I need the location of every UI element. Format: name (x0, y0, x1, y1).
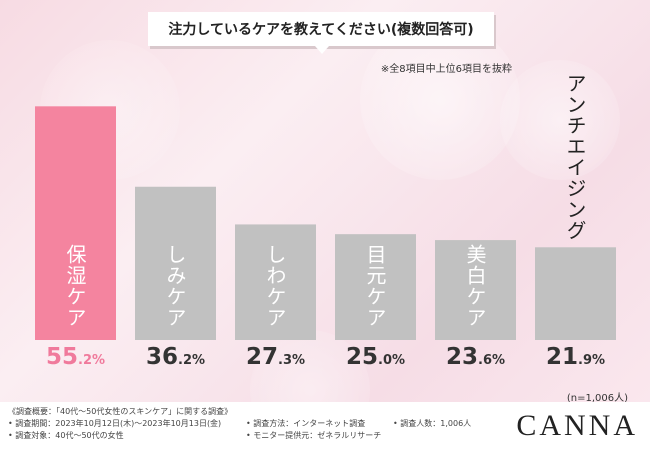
excerpt-note: ※全8項目中上位6項目を抜粋 (380, 64, 512, 75)
value-label-decimal: .0% (378, 353, 406, 368)
value-label: 25.0% (346, 344, 405, 370)
survey-method: • 調査方法：インターネット調査 (246, 419, 366, 428)
survey-people: • 調査人数：1,006人 (393, 419, 472, 428)
value-label: 23.6% (446, 344, 505, 370)
bar-6 (535, 247, 616, 340)
monitor-provider: • モニター提供元：ゼネラルリサーチ (246, 431, 382, 440)
brand-logo: CANNA (516, 409, 638, 442)
value-label: 21.9% (546, 344, 605, 370)
footer: 《調査概要：「40代〜50代女性のスキンケア」に関する調査》 • 調査期間：20… (0, 402, 650, 450)
category-label: しわケア (263, 244, 287, 328)
category-label: 目元ケア (363, 244, 387, 328)
bar-1 (35, 106, 116, 340)
category-label: アンチエイジング (563, 73, 587, 242)
category-label: 保湿ケア (63, 244, 87, 328)
bar-3 (235, 224, 316, 340)
category-label: しみケア (163, 244, 187, 328)
bar-5 (435, 240, 516, 340)
value-label-decimal: .6% (478, 353, 506, 368)
value-label-integer: 27 (245, 344, 278, 370)
value-label-integer: 21 (545, 344, 578, 370)
bar-4 (335, 234, 416, 340)
bar-2 (135, 186, 216, 340)
value-label-integer: 25 (345, 344, 378, 370)
survey-period: • 調査期間：2023年10月12日(木)〜2023年10月13日(金) (8, 419, 222, 428)
value-label-integer: 23 (445, 344, 478, 370)
survey-title: 《調査概要：「40代〜50代女性のスキンケア」に関する調査》 (8, 407, 233, 416)
survey-target: • 調査対象：40代〜50代の女性 (8, 431, 124, 440)
value-label-decimal: .2% (78, 353, 106, 368)
sample-size-note: (n=1,006人) (566, 393, 628, 404)
value-label-integer: 55 (45, 344, 78, 370)
value-label-integer: 36 (145, 344, 178, 370)
title-pointer (315, 46, 329, 54)
value-label: 55.2% (46, 344, 105, 370)
chart-title: 注力しているケアを教えてください(複数回答可) (148, 12, 494, 46)
value-label-decimal: .9% (578, 353, 606, 368)
bar-chart (35, 106, 616, 340)
value-label: 27.3% (246, 344, 305, 370)
value-label: 36.2% (146, 344, 205, 370)
value-label-decimal: .3% (278, 353, 306, 368)
category-label: 美白ケア (463, 244, 487, 328)
value-label-decimal: .2% (178, 353, 206, 368)
